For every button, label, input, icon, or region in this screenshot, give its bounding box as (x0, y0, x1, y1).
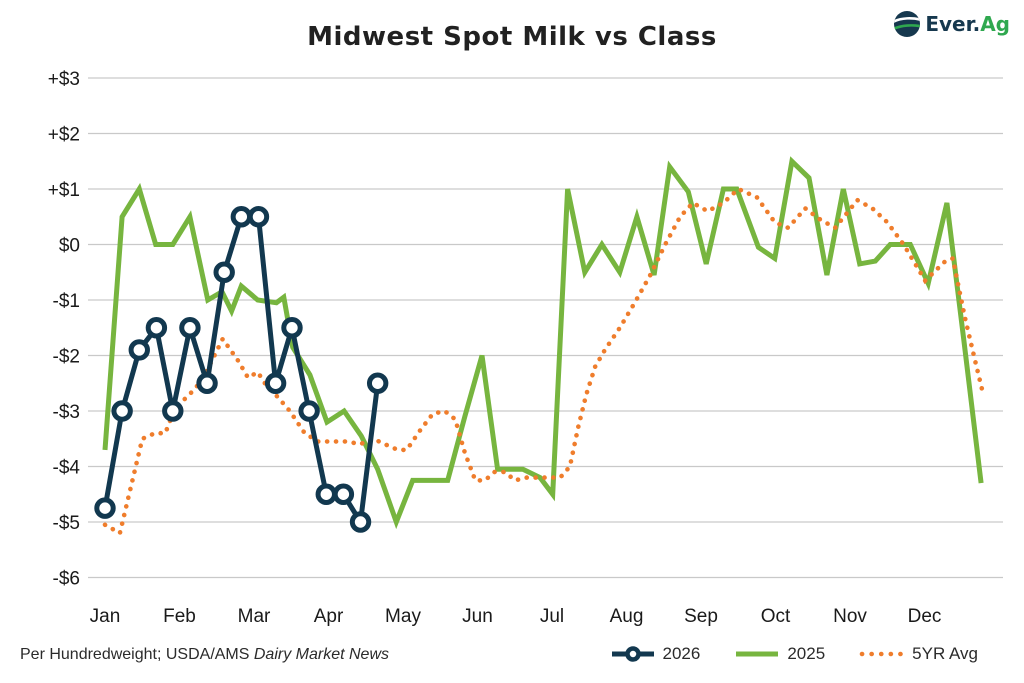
series-2026-marker (366, 372, 389, 394)
x-tick-label-aug: Aug (610, 606, 644, 627)
legend-marker-2026 (624, 646, 641, 662)
y-tick-label: -$1 (53, 291, 80, 312)
y-tick-label: -$3 (53, 402, 80, 423)
series-2026-marker (230, 206, 253, 228)
source-note-italic: Dairy Market News (253, 646, 390, 663)
series-2026-marker (196, 372, 218, 394)
legend-swatch-2025 (736, 651, 779, 657)
x-tick-label-jul: Jul (540, 606, 564, 627)
legend-item-5yr-avg: 5YR Avg (859, 644, 978, 664)
source-note: Per Hundredweight; USDA/AMS Dairy Market… (20, 646, 389, 664)
x-tick-label-apr: Apr (314, 606, 344, 627)
series-2026-marker (179, 317, 201, 339)
y-tick-label: $0 (59, 236, 80, 257)
series-2026-marker (264, 372, 287, 394)
series-2026-marker (162, 400, 184, 422)
series-5yr-avg-line (102, 186, 985, 537)
source-note-plain: Per Hundredweight; USDA/AMS (20, 646, 254, 663)
series-2026-marker (111, 400, 133, 422)
y-tick-label: -$5 (53, 513, 80, 534)
series-2026-marker (281, 317, 303, 339)
series-2026-marker (128, 339, 150, 361)
series-2026-marker (315, 483, 337, 505)
y-tick-label: +$2 (48, 125, 80, 146)
x-tick-label-nov: Nov (833, 606, 867, 627)
legend-label-2025: 2025 (787, 644, 826, 663)
legend-label-2026: 2026 (662, 644, 701, 663)
x-tick-label-sep: Sep (684, 606, 718, 627)
y-tick-label: +$1 (48, 180, 80, 201)
series-2026-marker (94, 497, 116, 519)
ever-ag-logo: Ever.Ag (893, 10, 1010, 38)
brand-ag: Ag (980, 12, 1010, 36)
x-tick-label-mar: Mar (238, 606, 271, 627)
brand-wordmark: Ever.Ag (925, 12, 1010, 36)
x-tick-label-feb: Feb (163, 606, 196, 627)
x-tick-label-jun: Jun (462, 606, 493, 627)
series-2026-marker (213, 261, 235, 283)
series-2026-marker (298, 400, 320, 422)
legend-item-2025: 2025 (734, 644, 825, 664)
x-tick-label-jan: Jan (90, 606, 121, 627)
legend-item-2026: 2026 (610, 644, 701, 664)
series-2026-marker (332, 483, 355, 505)
series-2025-line (102, 156, 984, 530)
y-tick-label: -$6 (53, 569, 80, 590)
x-tick-label-may: May (385, 606, 421, 627)
series-2026-marker (349, 511, 372, 533)
ever-ag-logo-icon (894, 11, 921, 37)
line-chart: +$3 +$2 +$1 $0 -$1 -$2 -$3 -$4 -$5 -$6 Jan Feb Mar Ap… (48, 69, 1003, 627)
series-2026-marker (247, 206, 270, 228)
y-tick-label: -$4 (53, 458, 81, 479)
y-tick-label: -$2 (53, 347, 80, 368)
page-title: Midwest Spot Milk vs Class (307, 22, 717, 52)
legend-label-5yr-avg: 5YR Avg (912, 644, 978, 663)
x-tick-label-dec: Dec (908, 606, 942, 627)
legend-swatch-5yr-avg (859, 651, 906, 657)
series-2026-marker (145, 317, 168, 339)
legend-swatch-2026 (611, 646, 654, 662)
legend: 2026 2025 5YR Avg (610, 644, 978, 664)
y-tick-label: +$3 (48, 69, 80, 90)
brand-ever: Ever. (925, 12, 981, 36)
x-tick-label-oct: Oct (761, 606, 791, 627)
